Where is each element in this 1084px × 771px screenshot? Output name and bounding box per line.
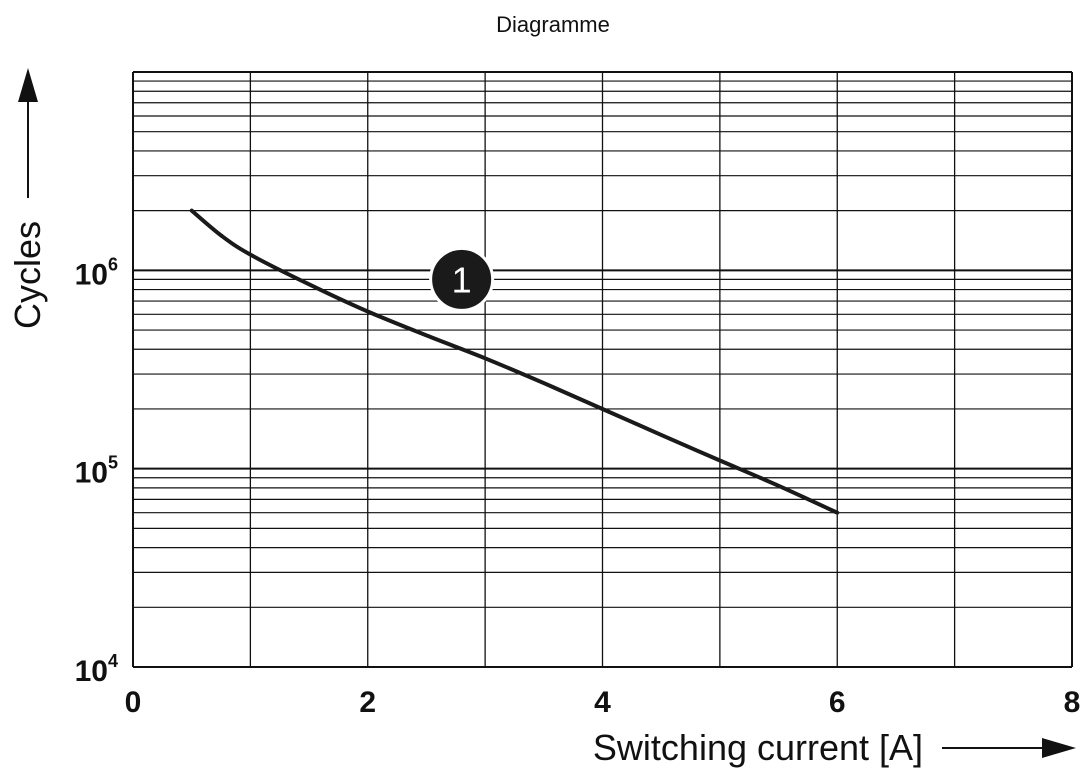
x-tick-label: 2 [359, 686, 376, 719]
annotation-label: 1 [452, 259, 472, 300]
x-tick-label: 8 [1064, 686, 1081, 719]
x-tick-label: 0 [125, 686, 142, 719]
annotation-marker [429, 246, 495, 312]
grid [132, 71, 1073, 668]
y-tick-label: 105 [75, 453, 118, 490]
x-axis-label: Switching current [A] [593, 727, 923, 768]
x-tick-label: 6 [829, 686, 846, 719]
tick-labels: 0 2 4 6 8 104 105 106 [75, 254, 1081, 719]
series-layer [189, 208, 840, 515]
y-axis-arrow-icon [18, 68, 38, 102]
chart-title: Diagramme [496, 12, 610, 37]
y-tick-label: 106 [75, 254, 118, 291]
x-axis-arrow-icon [1042, 738, 1076, 758]
y-tick-label: 104 [75, 651, 118, 688]
series-line [189, 208, 840, 515]
x-tick-label: 4 [594, 686, 611, 719]
y-axis-label: Cycles [7, 221, 48, 329]
annotation-layer: 1 [429, 246, 495, 312]
